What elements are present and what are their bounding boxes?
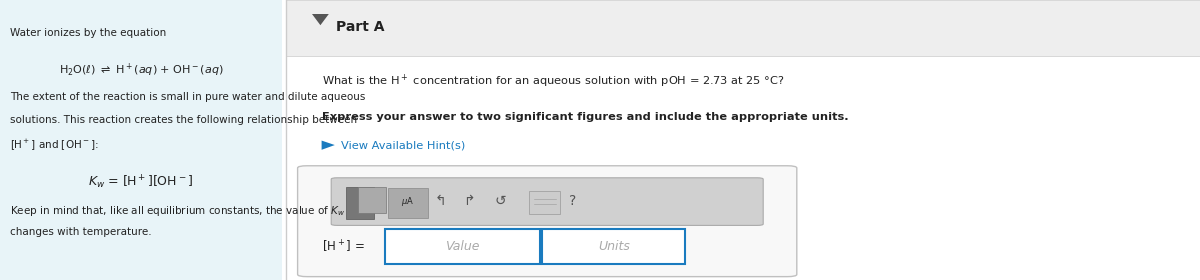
FancyBboxPatch shape (346, 187, 374, 219)
FancyBboxPatch shape (331, 178, 763, 225)
Text: Part A: Part A (336, 20, 384, 34)
FancyBboxPatch shape (388, 188, 428, 218)
Polygon shape (312, 14, 329, 25)
FancyBboxPatch shape (0, 0, 282, 280)
Text: ?: ? (569, 194, 576, 208)
Text: $K_w$ = [H$^+$][OH$^-$]: $K_w$ = [H$^+$][OH$^-$] (89, 174, 193, 191)
Text: Keep in mind that, like all equilibrium constants, the value of $K_w$: Keep in mind that, like all equilibrium … (10, 204, 344, 218)
Text: What is the H$^+$ concentration for an aqueous solution with p$\mathrm{OH}$ = 2.: What is the H$^+$ concentration for an a… (322, 73, 784, 90)
FancyBboxPatch shape (358, 187, 386, 213)
Polygon shape (322, 141, 335, 150)
FancyBboxPatch shape (286, 0, 1200, 56)
Text: View Available Hint(s): View Available Hint(s) (341, 140, 466, 150)
FancyBboxPatch shape (298, 166, 797, 277)
Text: The extent of the reaction is small in pure water and dilute aqueous: The extent of the reaction is small in p… (10, 92, 365, 102)
Text: $[\mathrm{H}^+]$ =: $[\mathrm{H}^+]$ = (322, 238, 365, 255)
FancyBboxPatch shape (529, 191, 560, 214)
Text: [H$^+$] and [OH$^-$]:: [H$^+$] and [OH$^-$]: (10, 137, 98, 152)
Text: Water ionizes by the equation: Water ionizes by the equation (10, 28, 166, 38)
Text: Express your answer to two significant figures and include the appropriate units: Express your answer to two significant f… (322, 112, 848, 122)
FancyBboxPatch shape (385, 229, 540, 264)
Text: Units: Units (598, 240, 630, 253)
Text: H$_2$O($\ell$) $\rightleftharpoons$ H$^+$($aq$) + OH$^-$($aq$): H$_2$O($\ell$) $\rightleftharpoons$ H$^+… (59, 62, 223, 79)
Text: solutions. This reaction creates the following relationship between: solutions. This reaction creates the fol… (10, 115, 356, 125)
Text: ↺: ↺ (494, 194, 506, 208)
Text: Value: Value (445, 240, 480, 253)
Text: changes with temperature.: changes with temperature. (10, 227, 151, 237)
FancyBboxPatch shape (542, 229, 685, 264)
Text: $\mu$A: $\mu$A (402, 195, 414, 207)
Text: ↰: ↰ (434, 194, 446, 208)
Text: ↱: ↱ (463, 194, 475, 208)
